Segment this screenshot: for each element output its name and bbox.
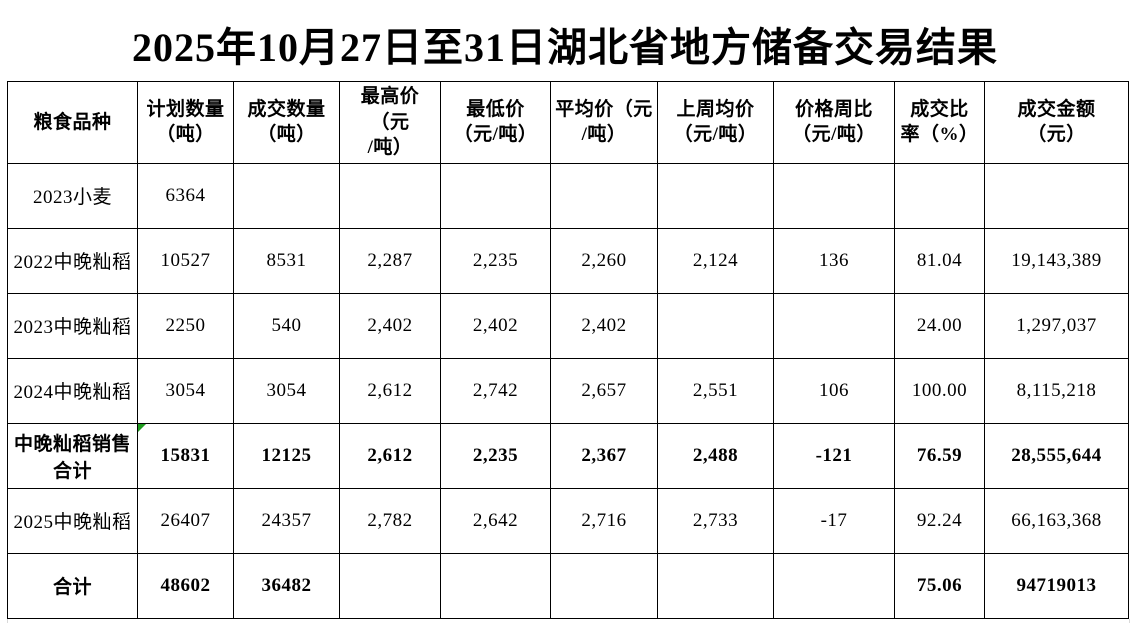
row-label-cell[interactable]: 中晚籼稻销售 合计 <box>7 422 138 489</box>
data-cell[interactable]: 3054 <box>233 357 340 424</box>
column-header-7[interactable]: 价格周比 （元/吨） <box>773 81 895 164</box>
data-cell[interactable]: 2,260 <box>550 227 658 294</box>
data-cell[interactable]: -121 <box>773 422 895 489</box>
data-cell[interactable]: 2,612 <box>339 422 441 489</box>
row-label-cell[interactable]: 2025中晚籼稻 <box>7 487 138 554</box>
data-cell[interactable] <box>773 292 895 359</box>
column-header-3[interactable]: 最高价（元 /吨） <box>339 81 441 164</box>
column-header-5[interactable]: 平均价（元 /吨） <box>550 81 658 164</box>
column-header-1[interactable]: 计划数量 （吨） <box>137 81 234 164</box>
row-label-cell[interactable]: 2023小麦 <box>7 162 138 229</box>
data-cell[interactable]: 2,124 <box>657 227 774 294</box>
data-cell[interactable]: 66,163,368 <box>984 487 1129 554</box>
table-row-0: 2023小麦 6364 <box>7 162 1129 229</box>
data-cell[interactable] <box>773 552 895 619</box>
data-cell[interactable]: 2,782 <box>339 487 441 554</box>
data-cell[interactable] <box>550 552 658 619</box>
data-cell[interactable]: 92.24 <box>894 487 985 554</box>
data-cell[interactable] <box>657 162 774 229</box>
table-row-4: 中晚籼稻销售 合计 15831 12125 2,612 2,235 2,367 2,488-… <box>7 422 1129 489</box>
data-cell[interactable] <box>339 552 441 619</box>
column-header-6[interactable]: 上周均价 （元/吨） <box>657 81 774 164</box>
column-header-9[interactable]: 成交金额 （元） <box>984 81 1129 164</box>
data-cell[interactable]: 2,402 <box>440 292 551 359</box>
data-cell[interactable]: 76.59 <box>894 422 985 489</box>
spreadsheet-gridline-stub <box>7 618 1130 623</box>
data-cell[interactable] <box>440 162 551 229</box>
data-cell[interactable]: 2,657 <box>550 357 658 424</box>
column-header-8[interactable]: 成交比 率（%） <box>894 81 985 164</box>
data-cell[interactable]: 2,742 <box>440 357 551 424</box>
data-cell[interactable]: 2,733 <box>657 487 774 554</box>
data-cell[interactable]: 8531 <box>233 227 340 294</box>
data-cell[interactable]: 2,367 <box>550 422 658 489</box>
data-cell[interactable]: 24357 <box>233 487 340 554</box>
data-cell[interactable]: 2,612 <box>339 357 441 424</box>
data-cell[interactable] <box>233 162 340 229</box>
data-cell[interactable]: 2,551 <box>657 357 774 424</box>
data-cell[interactable] <box>657 292 774 359</box>
data-cell[interactable] <box>984 162 1129 229</box>
data-cell[interactable]: 8,115,218 <box>984 357 1129 424</box>
row-label-cell[interactable]: 2022中晚籼稻 <box>7 227 138 294</box>
table-row-3: 2024中晚籼稻 3054 3054 2,612 2,742 2,657 2,551 106 1… <box>7 357 1129 424</box>
data-cell[interactable]: 3054 <box>137 357 234 424</box>
data-cell[interactable]: 26407 <box>137 487 234 554</box>
data-cell[interactable]: 10527 <box>137 227 234 294</box>
data-cell[interactable]: 2,235 <box>440 422 551 489</box>
data-cell[interactable]: 19,143,389 <box>984 227 1129 294</box>
header-row: 粮食品种 计划数量 （吨） 成交数量 （吨） 最高价（元 /吨） 最低价 （元/吨） 平均… <box>7 81 1129 164</box>
data-cell[interactable]: 15831 <box>137 422 234 489</box>
data-cell[interactable]: 48602 <box>137 552 234 619</box>
data-cell[interactable]: 28,555,644 <box>984 422 1129 489</box>
table-row-2: 2023中晚籼稻 2250 540 2,402 2,402 2,402 24.00 1,297… <box>7 292 1129 359</box>
trading-results-table: 粮食品种 计划数量 （吨） 成交数量 （吨） 最高价（元 /吨） 最低价 （元/吨） 平均… <box>7 81 1129 619</box>
row-label-cell[interactable]: 合计 <box>7 552 138 619</box>
data-cell[interactable]: 6364 <box>137 162 234 229</box>
data-cell[interactable]: 2,402 <box>339 292 441 359</box>
column-header-2[interactable]: 成交数量 （吨） <box>233 81 340 164</box>
data-cell[interactable]: 106 <box>773 357 895 424</box>
data-cell[interactable]: 12125 <box>233 422 340 489</box>
data-cell[interactable] <box>894 162 985 229</box>
table-row-5: 2025中晚籼稻 26407 24357 2,782 2,642 2,716 2,733 -1… <box>7 487 1129 554</box>
data-cell[interactable] <box>440 552 551 619</box>
data-cell[interactable] <box>657 552 774 619</box>
data-cell[interactable]: 2250 <box>137 292 234 359</box>
data-cell[interactable] <box>339 162 441 229</box>
data-cell[interactable]: 2,235 <box>440 227 551 294</box>
excel-error-indicator-icon <box>138 424 146 432</box>
table-row-6: 合计 48602 36482 75.06 94719013 <box>7 552 1129 619</box>
data-cell[interactable]: 1,297,037 <box>984 292 1129 359</box>
data-cell[interactable]: 75.06 <box>894 552 985 619</box>
data-cell[interactable]: 2,287 <box>339 227 441 294</box>
row-label-cell[interactable]: 2024中晚籼稻 <box>7 357 138 424</box>
data-cell[interactable]: 540 <box>233 292 340 359</box>
data-cell[interactable]: 136 <box>773 227 895 294</box>
data-cell[interactable]: 24.00 <box>894 292 985 359</box>
column-header-4[interactable]: 最低价 （元/吨） <box>440 81 551 164</box>
data-cell[interactable] <box>550 162 658 229</box>
page-title: 2025年10月27日至31日湖北省地方储备交易结果 <box>132 24 998 70</box>
table-row-1: 2022中晚籼稻 10527 8531 2,287 2,235 2,260 2,124 136… <box>7 227 1129 294</box>
data-cell[interactable]: 2,488 <box>657 422 774 489</box>
data-cell[interactable]: 81.04 <box>894 227 985 294</box>
data-cell[interactable]: 100.00 <box>894 357 985 424</box>
data-cell[interactable] <box>773 162 895 229</box>
data-cell[interactable]: 36482 <box>233 552 340 619</box>
data-cell[interactable]: 2,642 <box>440 487 551 554</box>
row-label-cell[interactable]: 2023中晚籼稻 <box>7 292 138 359</box>
data-cell[interactable]: -17 <box>773 487 895 554</box>
data-cell[interactable]: 2,716 <box>550 487 658 554</box>
data-cell[interactable]: 2,402 <box>550 292 658 359</box>
column-header-0[interactable]: 粮食品种 <box>7 81 138 164</box>
data-cell[interactable]: 94719013 <box>984 552 1129 619</box>
